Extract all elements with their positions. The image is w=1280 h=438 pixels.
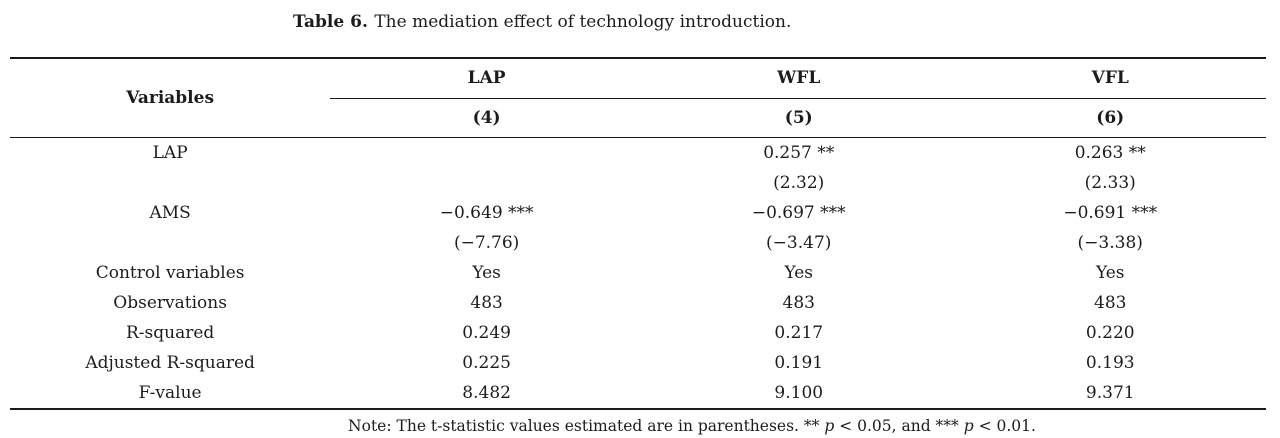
table-row-lap-coef: LAP 0.257 ** 0.263 **: [10, 137, 1266, 168]
column-header-variables: Variables: [10, 58, 331, 138]
value-cell: 0.217: [774, 322, 824, 343]
value-cell: 483: [782, 292, 815, 313]
value-cell: 0.191: [774, 352, 824, 373]
value-cell: Yes: [784, 262, 813, 283]
value-cell: [330, 137, 643, 168]
value-cell: 0.249: [462, 322, 511, 343]
row-label-cell: Observations: [113, 292, 227, 313]
table-note: Note: The t-statistic values estimated a…: [0, 416, 1280, 436]
value-cell: 0.193: [1085, 352, 1135, 373]
header-group-row: Variables LAP WFL VFL: [10, 58, 1266, 138]
row-label-cell: AMS: [149, 202, 191, 223]
header-model-row: (4) (5) (6): [10, 98, 1266, 138]
row-label-cell: [10, 168, 330, 198]
value-cell: (−7.76): [453, 232, 520, 253]
row-label-cell: Control variables: [95, 262, 245, 283]
value-cell: (−3.38): [1077, 232, 1143, 253]
value-cell: [330, 168, 643, 198]
value-cell: 9.371: [1085, 382, 1135, 403]
row-label-cell: LAP: [152, 142, 188, 163]
value-cell: −0.649 ***: [439, 202, 534, 223]
value-cell: (2.33): [1084, 172, 1136, 193]
model-number-4: (4): [330, 98, 643, 138]
value-cell: 8.482: [462, 382, 511, 403]
table-row-observations: Observations 483 483 483: [10, 288, 1266, 318]
value-cell: Yes: [1095, 262, 1125, 283]
note-p-italic: p: [824, 416, 835, 435]
note-text: < 0.05, and ***: [834, 416, 964, 435]
note-text: < 0.01.: [973, 416, 1036, 435]
value-cell: 9.100: [774, 382, 824, 403]
value-cell: (2.32): [773, 172, 825, 193]
column-group-vfl: VFL: [954, 58, 1266, 99]
row-label-cell: R-squared: [125, 322, 215, 343]
column-group-wfl: WFL: [643, 58, 955, 99]
mediation-effect-table: Variables LAP WFL VFL (4) (5) (6) LAP 0.…: [10, 57, 1266, 410]
table-row-lap-tstat: (2.32) (2.33): [10, 168, 1266, 198]
note-p-italic: p: [963, 416, 974, 435]
value-cell: −0.691 ***: [1063, 202, 1158, 223]
row-label-cell: [10, 228, 330, 258]
model-number-5: (5): [643, 98, 955, 138]
table-row-f-value: F-value 8.482 9.100 9.371: [10, 378, 1266, 409]
table-row-ams-coef: AMS −0.649 *** −0.697 *** −0.691 ***: [10, 198, 1266, 228]
column-group-lap: LAP: [330, 58, 643, 99]
value-cell: 0.257 **: [763, 142, 835, 163]
note-text: Note: The t-statistic values estimated a…: [348, 416, 825, 435]
table-row-ams-tstat: (−7.76) (−3.47) (−3.38): [10, 228, 1266, 258]
value-cell: 483: [1094, 292, 1127, 313]
row-label-cell: Adjusted R-squared: [85, 352, 255, 373]
value-cell: 0.263 **: [1074, 142, 1146, 163]
value-cell: 0.220: [1085, 322, 1135, 343]
model-number-6: (6): [954, 98, 1266, 138]
value-cell: 483: [470, 292, 503, 313]
row-label-cell: F-value: [138, 382, 202, 403]
table-row-control-variables: Control variables Yes Yes Yes: [10, 258, 1266, 288]
table-row-adjusted-r-squared: Adjusted R-squared 0.225 0.191 0.193: [10, 348, 1266, 378]
value-cell: (−3.47): [766, 232, 832, 253]
value-cell: Yes: [472, 262, 501, 283]
table-caption-label: Table 6.: [293, 12, 368, 32]
table-caption-text: The mediation effect of technology intro…: [374, 12, 792, 32]
table-caption: Table 6. The mediation effect of technolo…: [293, 11, 1280, 33]
table-row-r-squared: R-squared 0.249 0.217 0.220: [10, 318, 1266, 348]
value-cell: 0.225: [462, 352, 511, 373]
value-cell: −0.697 ***: [751, 202, 846, 223]
